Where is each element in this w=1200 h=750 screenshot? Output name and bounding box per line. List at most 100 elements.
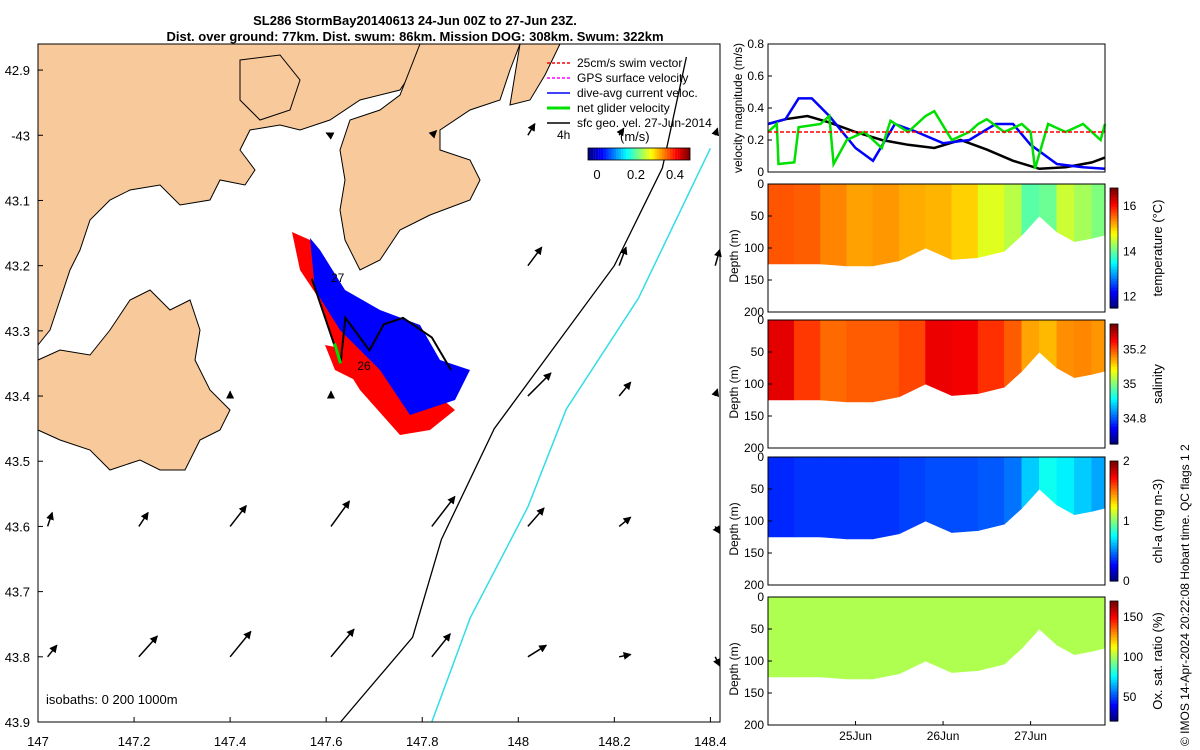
section-colorbar-cell [1110,557,1118,561]
section-y-axis-label: Depth (m) [727,229,741,282]
section-data-cell [925,456,953,533]
map-panel: 27 26 147 147.2 147.4 147.6 147.8 148 148.2 148.4… [5,43,727,749]
section-colorbar-cell [1110,215,1118,219]
section-y-axis-label: Depth (m) [727,502,741,555]
land-area [37,289,231,471]
colorbar-cell [682,148,686,160]
map-axes-frame [37,43,721,723]
section-colorbar-cell [1110,575,1118,579]
section-colorbar-cell [1110,363,1118,367]
section-colorbar-cell [1110,188,1118,192]
section-colorbar-cell [1110,473,1118,477]
colorbar-cell [590,148,594,160]
legend-label: GPS surface velocity [577,71,688,85]
sfc-geo-vector-arrow [714,248,722,266]
section-data-cell [767,319,795,401]
sfc-geo-vector-arrow [229,504,247,527]
section-data-cell [1004,456,1023,525]
colorbar-cell [636,148,640,160]
section-colorbar-cell [1110,625,1118,629]
section-colorbar-cell [1110,348,1118,352]
figure-title-line2: Dist. over ground: 77km. Dist. swum: 86k… [166,29,664,44]
section-colorbar-cell [1110,405,1118,409]
section-colorbar-cell [1110,470,1118,474]
section-colorbar-cell [1110,351,1118,355]
section-data-cell [1091,456,1106,512]
section-colorbar-cell [1110,655,1118,659]
section-colorbar-cell [1110,387,1118,391]
section-colorbar-cell [1110,637,1118,641]
sfc-geo-vector-arrow [138,635,158,658]
swim-vector-swath [325,345,365,380]
map-y-tick-label: 43.3 [5,324,30,339]
section-colorbar-cell [1110,685,1118,689]
colorbar-cell [605,148,609,160]
section-data-cell [820,183,848,267]
section-colorbar-cell [1110,488,1118,492]
section-data-cell [1074,596,1093,655]
section-colorbar-tick-label: 35 [1123,377,1137,391]
section-colorbar-cell [1110,257,1118,261]
section-colorbar-cell [1110,691,1118,695]
colorbar-cell [608,148,612,160]
section-y-tick-label: 100 [744,377,764,391]
section-colorbar-cell [1110,299,1118,303]
colorbar-cell [633,148,637,160]
legend-label: sfc geo. vel. 27-Jun-2014 [577,116,712,130]
section-colorbar-cell [1110,533,1118,537]
section-colorbar-cell [1110,293,1118,297]
section-colorbar-cell [1110,414,1118,418]
section-colorbar-tick-label: 2 [1123,454,1130,468]
map-x-tick-label: 148.4 [694,734,727,749]
map-y-tick-label: 42.9 [5,63,30,78]
colorbar-cell [656,148,660,160]
section-colorbar-cell [1110,381,1118,385]
section-y-tick-label: 150 [744,546,764,560]
section-colorbar-cell [1110,461,1118,465]
section-colorbar-cell [1110,393,1118,397]
section-colorbar-cell [1110,551,1118,555]
section-data-cell [767,456,795,538]
colorbar-cell [600,148,604,160]
land-area [339,43,521,271]
section-data-cell [767,183,795,265]
section-colorbar-cell [1110,429,1118,433]
sfc-geo-vector-arrow [330,500,350,527]
section-colorbar-cell [1110,218,1118,222]
section-colorbar-cell [1110,227,1118,231]
colorbar-cell [588,148,591,160]
section-colorbar-label: salinity [1150,364,1165,404]
section-colorbar-cell [1110,563,1118,567]
section-data-cell [925,183,953,260]
section-colorbar-cell [1110,661,1118,665]
section-colorbar-cell [1110,631,1118,635]
section-colorbar-cell [1110,378,1118,382]
section-y-tick-label: 50 [751,345,765,359]
section-colorbar-cell [1110,206,1118,210]
section-colorbar-cell [1110,441,1118,445]
section-data-cell [1021,319,1040,372]
section-colorbar-cell [1110,664,1118,668]
section-colorbar-cell [1110,284,1118,288]
section-colorbar-tick-label: 0 [1123,574,1130,588]
velocity-series-line [767,109,1107,170]
section-data-cell [1039,183,1058,233]
section-colorbar-cell [1110,515,1118,519]
section-colorbar-cell [1110,402,1118,406]
section-colorbar-cell [1110,566,1118,570]
section-y-tick-label: 200 [744,578,764,592]
legend-label: net glider velocity [577,101,670,115]
section-colorbar-cell [1110,524,1118,528]
colorbar-cell [659,148,663,160]
land-area [37,43,421,347]
sfc-geo-vector-arrow [527,372,552,397]
section-colorbar-cell [1110,330,1118,334]
section-colorbar-cell [1110,622,1118,626]
section-colorbar-cell [1110,572,1118,576]
colorbar-unit-label: (m/s) [620,129,650,144]
sfc-geo-vector-arrow [713,656,721,667]
section-colorbar-cell [1110,390,1118,394]
section-colorbar-cell [1110,503,1118,507]
section-colorbar-cell [1110,494,1118,498]
